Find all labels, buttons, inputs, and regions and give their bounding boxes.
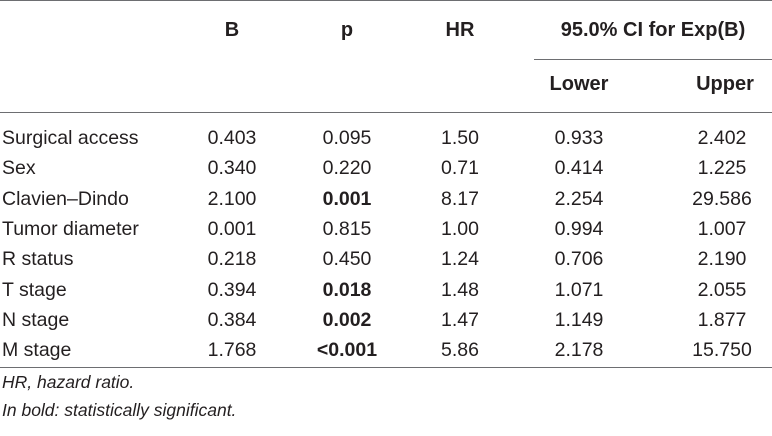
cell-upper: 29.586	[692, 187, 752, 210]
table-bottom-rule	[0, 367, 772, 368]
cell-hr: 1.50	[441, 127, 479, 149]
cell-b: 0.403	[207, 127, 257, 149]
cell-b: 0.394	[207, 278, 257, 301]
cell-hr: 1.48	[441, 278, 479, 301]
cell-p: 0.450	[322, 248, 372, 271]
header-hr: HR	[445, 19, 475, 41]
footnote-abbreviation: HR, hazard ratio.	[2, 372, 135, 392]
cell-p: <0.001	[316, 339, 378, 362]
cell-lower: 0.933	[554, 127, 604, 149]
row-label: N stage	[2, 308, 70, 331]
row-label: Tumor diameter	[2, 217, 139, 240]
cell-b: 0.001	[207, 217, 257, 240]
cell-p: 0.018	[322, 278, 372, 301]
row-label: M stage	[2, 339, 72, 362]
cell-upper: 1.225	[697, 157, 747, 180]
cell-lower: 2.254	[554, 187, 604, 210]
header-p: p	[340, 19, 354, 41]
cell-lower: 1.071	[554, 278, 604, 301]
table-top-rule	[0, 0, 772, 1]
cell-b: 2.100	[207, 187, 257, 210]
cell-p: 0.001	[322, 187, 372, 210]
cell-p: 0.815	[322, 217, 372, 240]
cell-lower: 1.149	[554, 308, 604, 331]
cell-upper: 2.055	[697, 278, 747, 301]
header-b: B	[224, 19, 240, 41]
cell-hr: 8.17	[441, 187, 479, 210]
cell-upper: 2.402	[697, 127, 747, 149]
header-upper: Upper	[696, 73, 754, 95]
cell-hr: 1.24	[441, 248, 479, 271]
row-label: T stage	[2, 278, 67, 301]
row-label: Sex	[2, 157, 36, 180]
header-ci: 95.0% CI for Exp(B)	[560, 19, 746, 41]
footnote-bold-note: In bold: statistically significant.	[2, 400, 237, 420]
cell-lower: 2.178	[554, 339, 604, 362]
header-lower: Lower	[549, 73, 609, 95]
cell-hr: 0.71	[441, 157, 479, 180]
cell-hr: 1.00	[441, 217, 479, 240]
cell-b: 1.768	[207, 339, 257, 362]
row-label: R status	[2, 248, 74, 271]
row-label: Clavien–Dindo	[2, 187, 129, 210]
cell-upper: 1.007	[697, 217, 747, 240]
cell-b: 0.340	[207, 157, 257, 180]
cell-hr: 5.86	[441, 339, 479, 362]
cell-lower: 0.706	[554, 248, 604, 271]
ci-header-rule	[534, 59, 772, 60]
cell-upper: 15.750	[692, 339, 752, 362]
cell-b: 0.218	[207, 248, 257, 271]
cell-upper: 1.877	[697, 308, 747, 331]
cell-lower: 0.994	[554, 217, 604, 240]
row-label: Surgical access	[2, 127, 139, 149]
cell-b: 0.384	[207, 308, 257, 331]
cell-p: 0.220	[322, 157, 372, 180]
cell-hr: 1.47	[441, 308, 479, 331]
header-bottom-rule	[0, 112, 772, 113]
cell-p: 0.095	[322, 127, 372, 149]
cell-p: 0.002	[322, 308, 372, 331]
cell-lower: 0.414	[554, 157, 604, 180]
cell-upper: 2.190	[697, 248, 747, 271]
